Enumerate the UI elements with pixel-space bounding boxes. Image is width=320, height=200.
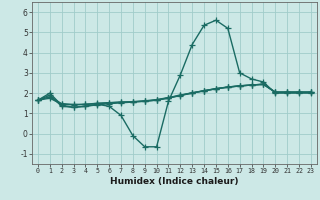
X-axis label: Humidex (Indice chaleur): Humidex (Indice chaleur)	[110, 177, 239, 186]
